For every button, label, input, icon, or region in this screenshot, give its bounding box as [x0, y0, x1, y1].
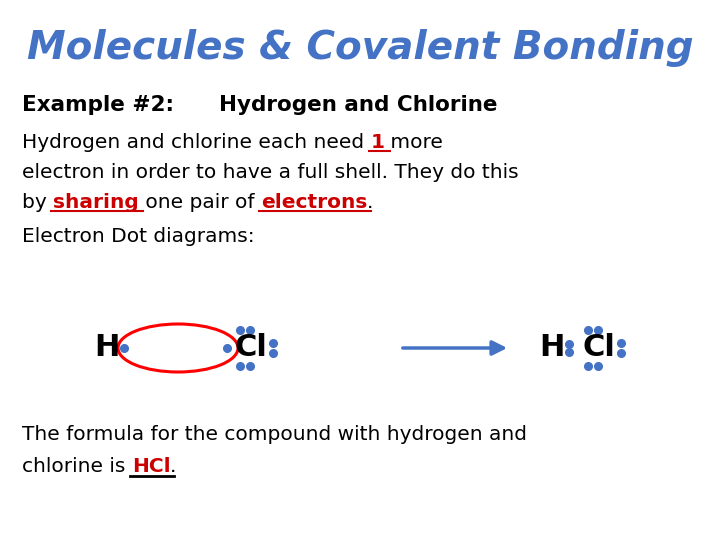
Text: electron in order to have a full shell. They do this: electron in order to have a full shell. … [22, 163, 518, 181]
Text: Cl: Cl [583, 334, 616, 362]
Text: chlorine is: chlorine is [22, 457, 132, 476]
Text: 1: 1 [371, 132, 384, 152]
Text: more: more [384, 132, 444, 152]
Text: electrons: electrons [261, 192, 367, 212]
Text: HCl: HCl [132, 457, 171, 476]
Text: Molecules & Covalent Bonding: Molecules & Covalent Bonding [27, 29, 693, 67]
Text: Cl: Cl [235, 334, 268, 362]
Text: The formula for the compound with hydrogen and: The formula for the compound with hydrog… [22, 426, 527, 444]
Text: one pair of: one pair of [139, 192, 261, 212]
Text: by: by [22, 192, 53, 212]
Text: H: H [539, 334, 565, 362]
Text: .: . [171, 457, 176, 476]
Text: H: H [94, 334, 120, 362]
Text: Electron Dot diagrams:: Electron Dot diagrams: [22, 227, 255, 246]
Text: Example #2:      Hydrogen and Chlorine: Example #2: Hydrogen and Chlorine [22, 95, 498, 115]
Text: .: . [367, 192, 374, 212]
Text: sharing: sharing [53, 192, 139, 212]
Text: Hydrogen and chlorine each need: Hydrogen and chlorine each need [22, 132, 371, 152]
